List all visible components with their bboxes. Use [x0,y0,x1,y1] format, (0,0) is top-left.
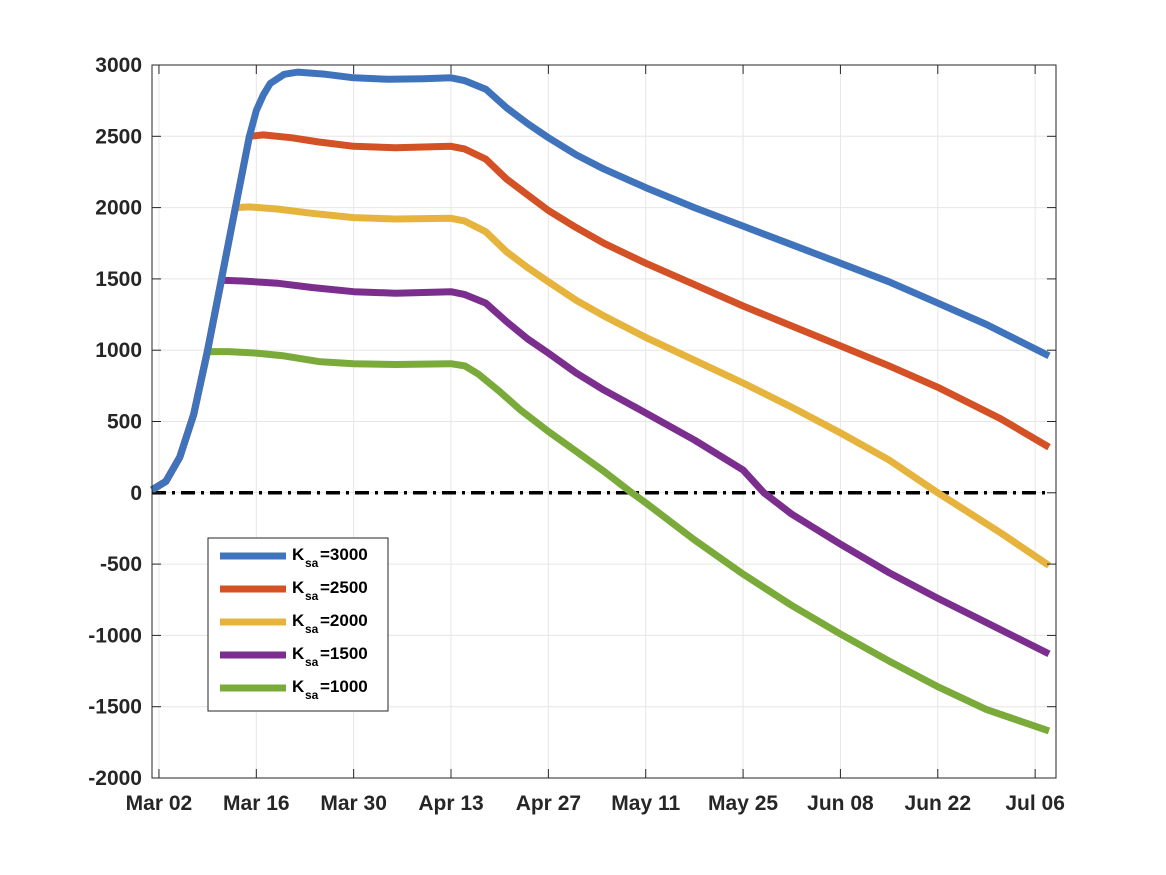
x-tick-label: Jun 22 [905,792,972,815]
y-tick-label: -2000 [88,767,142,790]
y-tick-label: 3000 [95,54,142,77]
legend-label-sub: sa [305,688,319,702]
legend-label-sub: sa [305,589,319,603]
x-tick-labels: Mar 02 Mar 16 Mar 30 Apr 13 Apr 27 May 11 May … [126,792,1065,815]
legend-label-suffix: =1500 [320,644,368,663]
y-tick-label: 1000 [95,339,142,362]
series-layer [150,68,1051,735]
legend-label-base: K [292,545,305,564]
y-tick-label: 1500 [95,268,142,291]
x-tick-label: Apr 13 [418,792,483,815]
legend-label-suffix: =2500 [320,578,368,597]
x-tick-label: Mar 02 [126,792,193,815]
legend-label-sub: sa [305,655,319,669]
y-tick-label: -1000 [88,624,142,647]
x-tick-label: Apr 27 [516,792,581,815]
legend-label-sub: sa [305,622,319,636]
legend-label-suffix: =1000 [320,677,368,696]
x-tick-label: May 11 [611,792,680,815]
legend-label-base: K [292,644,305,663]
y-tick-label: 0 [130,482,142,505]
x-tick-label: Mar 16 [223,792,290,815]
legend-label-base: K [292,677,305,696]
x-tick-label: Jul 06 [1005,792,1065,815]
legend-label-suffix: =3000 [320,545,368,564]
y-tick-label: -500 [100,553,142,576]
y-tick-label: 2500 [95,125,142,148]
y-tick-label: 2000 [95,197,142,220]
x-tick-label: Mar 30 [320,792,387,815]
legend-label-sub: sa [305,556,319,570]
y-tick-label: 500 [107,411,142,434]
y-tick-label: -1500 [88,696,142,719]
x-tick-label: May 25 [708,792,778,815]
legend-label-base: K [292,578,305,597]
y-tick-labels: 3000 2500 2000 1500 1000 500 0 -500 -1000 -1500 -2… [88,54,142,790]
ticks [152,64,1056,779]
legend-label-suffix: =2000 [320,611,368,630]
legend-label-base: K [292,611,305,630]
x-tick-label: Jun 08 [807,792,874,815]
series-line-k3000 [150,68,1051,493]
